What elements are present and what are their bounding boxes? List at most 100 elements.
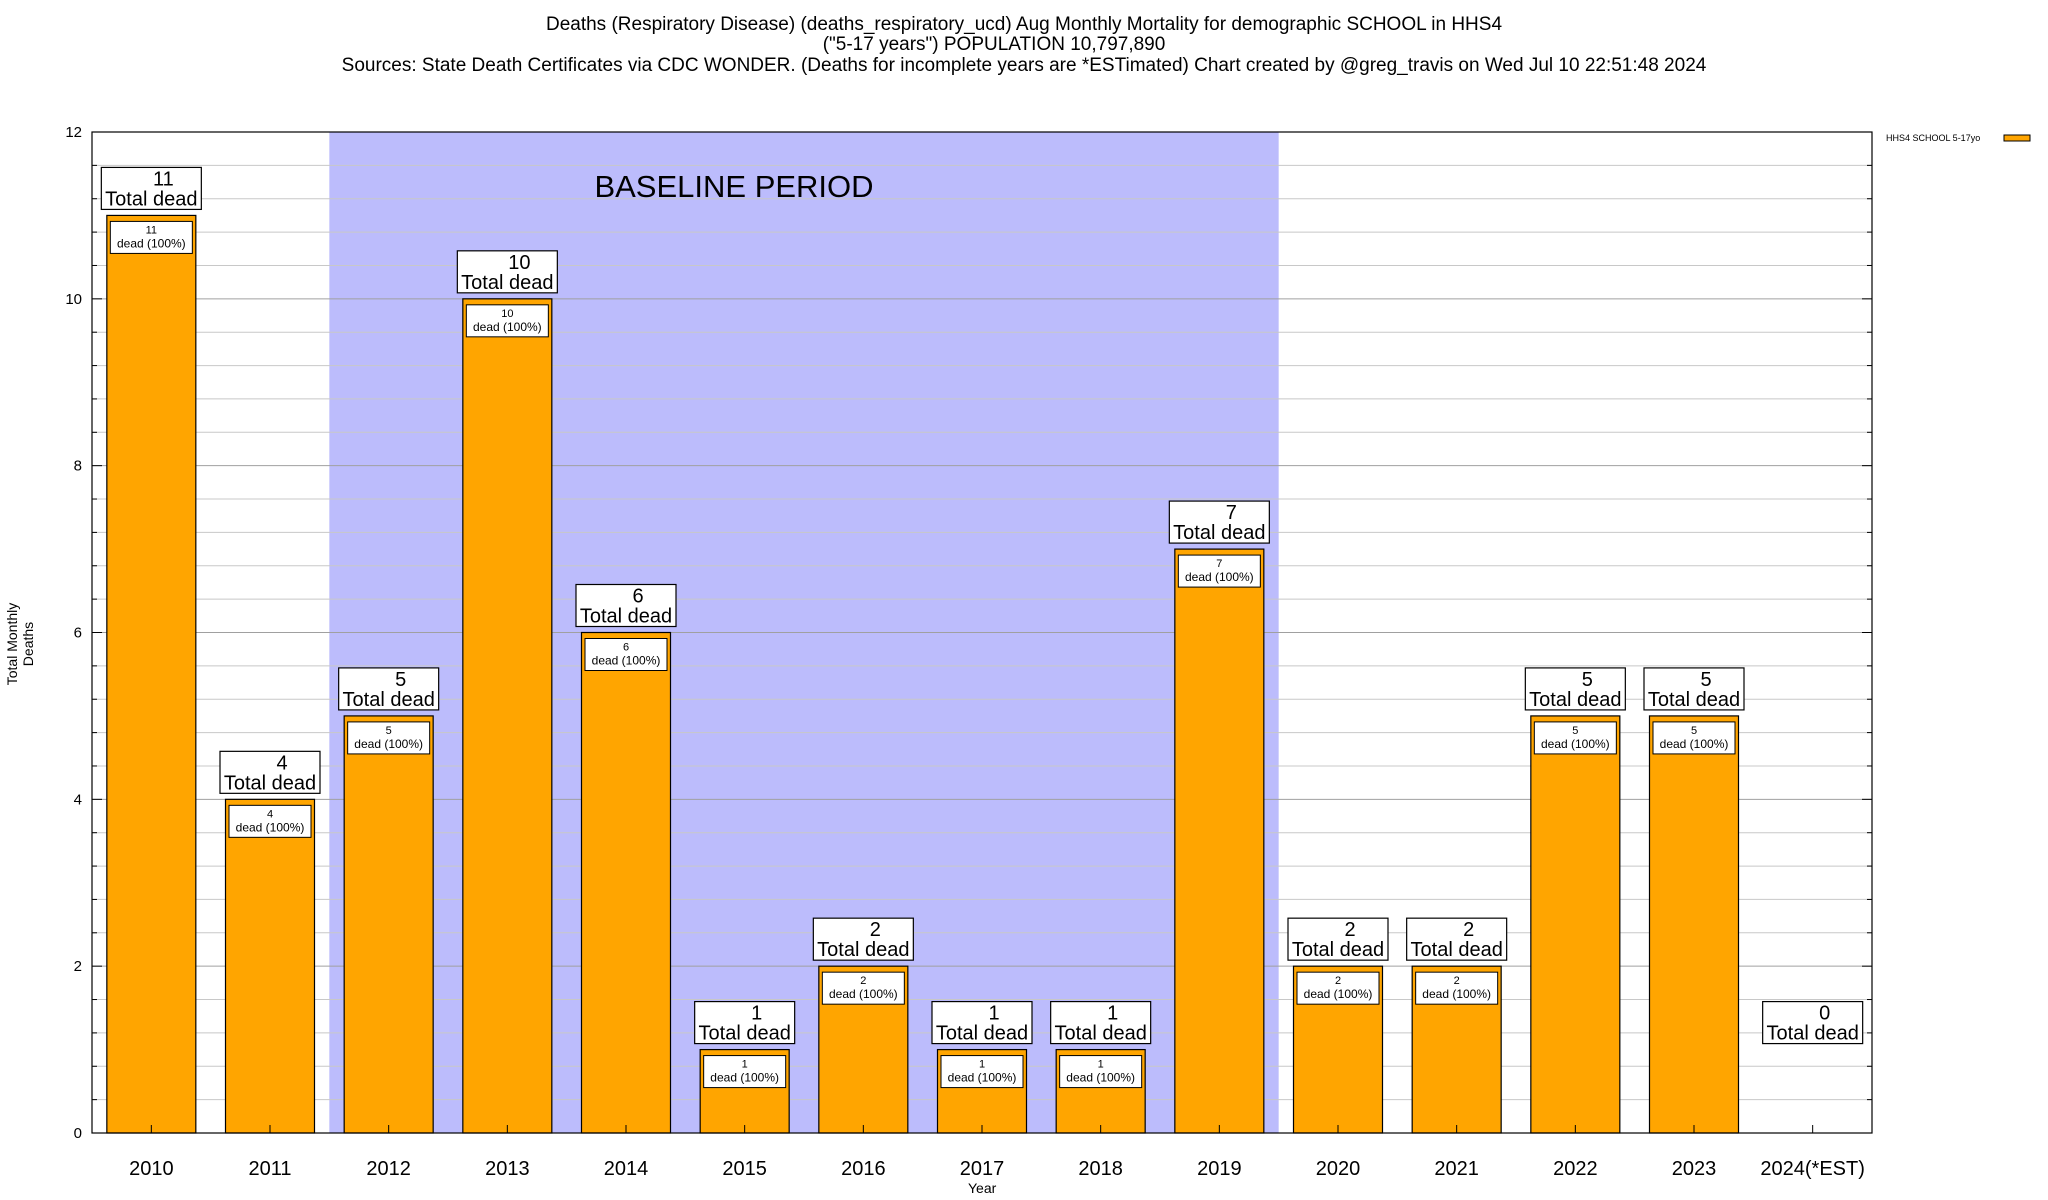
inner-label-count: 5	[386, 725, 392, 737]
bar-2023	[1648, 715, 1740, 1134]
total-label-box	[338, 667, 440, 711]
inner-label-count: 7	[1216, 558, 1222, 570]
total-label-count: 2	[870, 919, 881, 941]
total-label-text: Total dead	[224, 772, 316, 794]
inner-label-count: 2	[1335, 975, 1341, 987]
chart-subtitle: ("5-17 years") POPULATION 10,797,890	[822, 34, 1166, 55]
total-label-count: 5	[1582, 669, 1593, 691]
inner-label-box	[1533, 721, 1617, 755]
total-label-text: Total dead	[1292, 939, 1384, 961]
total-label-count: 5	[1700, 669, 1711, 691]
inner-label-pct: dead (100%)	[354, 737, 423, 751]
inner-label-box	[1059, 1055, 1143, 1089]
bar-2022	[1530, 715, 1621, 1134]
x-tick-label: 2017	[960, 1158, 1005, 1180]
inner-label-count: 11	[146, 224, 157, 236]
inner-label-pct: dead (100%)	[592, 654, 661, 668]
baseline-period-label: BASELINE PERIOD	[594, 169, 873, 204]
total-label-box	[812, 917, 914, 961]
legend-swatch	[2003, 134, 2031, 142]
y-tick-label: 4	[74, 791, 82, 808]
bar-2013	[462, 298, 553, 1134]
inner-label-pct: dead (100%)	[829, 987, 898, 1001]
bar-2010	[106, 214, 197, 1134]
inner-label-pct: dead (100%)	[710, 1071, 779, 1085]
x-tick-label: 2024(*EST)	[1760, 1158, 1865, 1180]
x-tick-label: 2015	[722, 1158, 767, 1180]
total-label-box	[1406, 917, 1508, 961]
y-tick-label: 10	[65, 291, 82, 308]
inner-label-count: 1	[1098, 1059, 1104, 1071]
total-label-text: Total dead	[936, 1023, 1028, 1045]
inner-label-box	[821, 971, 905, 1005]
x-tick-label: 2019	[1197, 1158, 1242, 1180]
inner-label-box	[1415, 971, 1499, 1005]
legend-label: HHS4 SCHOOL 5-17yo	[1886, 133, 1980, 143]
chart-title: Deaths (Respiratory Disease) (deaths_res…	[545, 14, 1503, 35]
x-tick-label: 2013	[485, 1158, 530, 1180]
inner-label-box	[703, 1055, 787, 1089]
total-label-box	[694, 1000, 796, 1045]
total-label-text: Total dead	[1055, 1023, 1147, 1045]
total-label-text: Total dead	[1173, 522, 1265, 544]
inner-label-pct: dead (100%)	[1422, 987, 1491, 1001]
x-axis-title: Year	[968, 1180, 997, 1196]
total-label-box	[1524, 667, 1626, 711]
total-label-count: 7	[1226, 502, 1237, 524]
total-label-box	[1050, 1000, 1152, 1045]
inner-label-count: 5	[1691, 725, 1697, 737]
x-tick-label: 2021	[1434, 1158, 1479, 1180]
inner-label-pct: dead (100%)	[117, 236, 186, 250]
inner-label-pct: dead (100%)	[473, 320, 542, 334]
inner-label-count: 4	[267, 808, 273, 820]
total-label-box	[1287, 917, 1389, 961]
inner-label-pct: dead (100%)	[236, 820, 305, 834]
total-label-box	[575, 583, 677, 628]
inner-label-box	[465, 304, 549, 338]
x-tick-label: 2018	[1078, 1158, 1123, 1180]
inner-label-pct: dead (100%)	[948, 1071, 1017, 1085]
total-label-text: Total dead	[461, 272, 553, 294]
inner-label-box	[940, 1055, 1024, 1089]
total-label-text: Total dead	[1767, 1023, 1859, 1045]
inner-label-pct: dead (100%)	[1541, 737, 1610, 751]
total-label-count: 1	[988, 1003, 999, 1025]
total-label-count: 10	[508, 252, 530, 274]
total-label-text: Total dead	[105, 188, 197, 210]
inner-label-box	[584, 638, 668, 671]
total-label-text: Total dead	[1411, 939, 1503, 961]
total-label-text: Total dead	[580, 606, 672, 628]
inner-label-pct: dead (100%)	[1660, 737, 1729, 751]
y-tick-label: 2	[74, 958, 82, 975]
inner-label-count: 10	[501, 308, 513, 320]
total-label-count: 2	[1344, 919, 1355, 941]
total-label-box	[1643, 667, 1745, 711]
total-label-count: 11	[153, 168, 174, 190]
inner-label-box	[1177, 554, 1261, 588]
y-tick-label: 8	[74, 458, 82, 475]
inner-label-count: 6	[623, 642, 629, 654]
total-label-box	[1762, 1000, 1864, 1045]
x-tick-label: 2012	[366, 1158, 411, 1180]
total-label-text: Total dead	[343, 689, 435, 711]
inner-label-box	[1652, 721, 1736, 755]
inner-label-count: 2	[860, 975, 866, 987]
x-tick-label: 2014	[604, 1158, 649, 1180]
inner-label-box	[109, 220, 193, 254]
y-tick-label: 0	[74, 1125, 82, 1142]
total-label-text: Total dead	[1529, 689, 1621, 711]
inner-label-box	[228, 804, 312, 838]
total-label-count: 1	[1107, 1003, 1118, 1025]
y-tick-label: 6	[74, 625, 82, 642]
total-label-text: Total dead	[817, 939, 909, 961]
inner-label-pct: dead (100%)	[1304, 987, 1373, 1001]
inner-label-count: 1	[979, 1059, 985, 1071]
inner-label-pct: dead (100%)	[1066, 1071, 1135, 1085]
x-tick-label: 2020	[1316, 1158, 1361, 1180]
bar-2014	[580, 631, 672, 1134]
total-label-text: Total dead	[1648, 689, 1740, 711]
total-label-count: 5	[395, 669, 406, 691]
y-tick-label: 12	[65, 124, 82, 141]
plot-border	[91, 131, 1873, 1134]
